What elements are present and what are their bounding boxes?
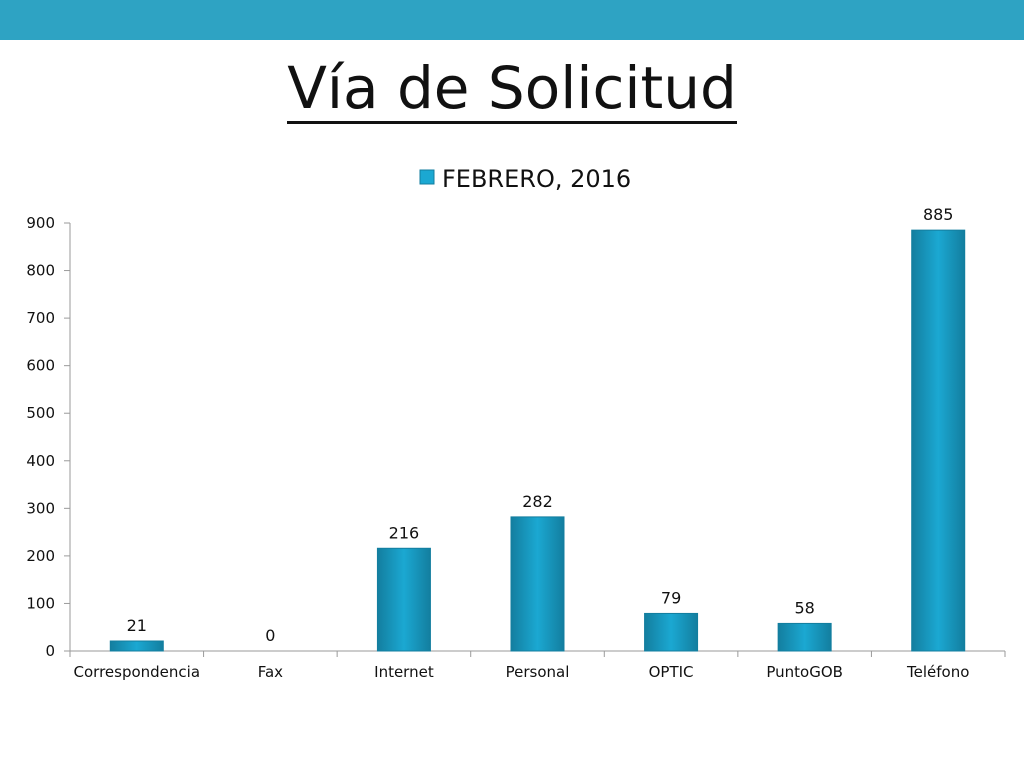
x-tick-label: Personal (506, 663, 570, 681)
x-tick-label: OPTIC (649, 663, 694, 681)
bar (109, 640, 164, 652)
data-label: 79 (661, 588, 681, 607)
x-tick-label: Correspondencia (74, 663, 201, 681)
y-tick-label: 600 (26, 357, 55, 375)
y-tick-label: 500 (26, 404, 55, 422)
chart-legend: FEBRERO, 2016 (419, 165, 631, 193)
chart-axes: 0 100 200 300 400 500 600 700 800 900 (26, 214, 1006, 660)
bar (644, 612, 699, 652)
bar (510, 516, 565, 652)
slide-title: Vía de Solicitud (0, 52, 1024, 124)
bar (376, 547, 431, 652)
y-tick-label: 800 (26, 262, 55, 280)
top-accent-bar (0, 0, 1024, 40)
y-tick-label: 400 (26, 452, 55, 470)
data-label: 216 (389, 523, 420, 542)
data-label: 58 (794, 598, 814, 617)
x-tick-label: Internet (374, 663, 434, 681)
x-tick-label: Fax (258, 663, 283, 681)
data-label: 282 (522, 492, 553, 511)
x-tick-label: PuntoGOB (766, 663, 843, 681)
y-tick-label: 200 (26, 547, 55, 565)
data-label: 885 (923, 205, 954, 224)
y-tick-label: 300 (26, 499, 55, 517)
y-tick-label: 100 (26, 594, 55, 612)
legend-swatch (419, 169, 435, 185)
legend-label: FEBRERO, 2016 (442, 165, 631, 193)
y-tick-label: 0 (45, 642, 55, 660)
y-tick-label: 700 (26, 309, 55, 327)
bar (777, 622, 832, 652)
y-tick-label: 900 (26, 214, 55, 232)
slide-title-text: Vía de Solicitud (287, 54, 737, 124)
x-tick-label: Teléfono (906, 663, 969, 681)
data-label: 21 (127, 616, 147, 635)
bar (911, 229, 966, 652)
data-label: 0 (265, 626, 275, 645)
chart-bars (109, 229, 966, 652)
chart-labels: 21 Correspondencia 0 Fax 216 Internet 282 Perso… (74, 205, 970, 681)
